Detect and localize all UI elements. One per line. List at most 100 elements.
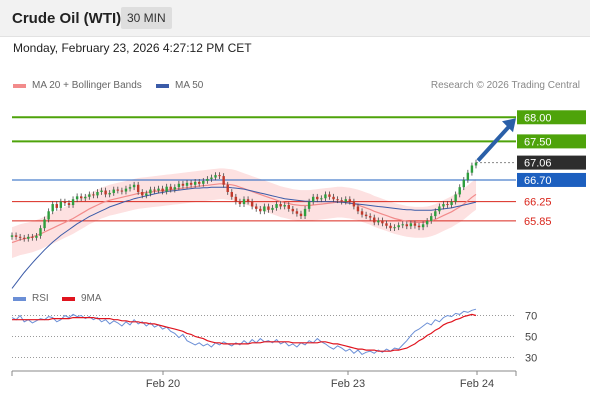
candle <box>177 183 181 188</box>
candle <box>23 237 26 239</box>
candle <box>173 187 177 190</box>
candle <box>181 183 185 186</box>
candle <box>136 184 140 192</box>
candle <box>250 201 254 207</box>
candle <box>470 165 474 173</box>
candle <box>446 204 449 206</box>
candle <box>368 216 372 218</box>
candle <box>462 179 465 188</box>
legend-ma50: MA 50 <box>156 80 203 91</box>
legend-rsi-ma: 9MA <box>62 293 102 304</box>
candle <box>364 214 368 217</box>
candle <box>474 162 478 166</box>
candle <box>27 236 30 239</box>
level-tag-66.70 <box>517 172 586 187</box>
candle <box>88 194 91 197</box>
candle <box>336 199 339 201</box>
candle <box>31 236 34 238</box>
candle <box>283 205 286 207</box>
candle <box>405 224 409 227</box>
legend-ma20: MA 20 + Bollinger Bands <box>13 80 142 91</box>
ma50-line <box>11 186 477 289</box>
candle <box>193 181 197 185</box>
candle <box>324 194 327 199</box>
level-label-67.50: 67.50 <box>524 136 552 148</box>
candle <box>466 172 470 180</box>
candle <box>430 216 433 221</box>
candle <box>316 196 319 200</box>
candle <box>311 196 315 202</box>
legend-ma50-label: MA 50 <box>175 80 204 91</box>
candle <box>198 181 201 184</box>
candle <box>100 190 103 192</box>
candle <box>210 177 213 179</box>
candle <box>299 213 303 217</box>
candle <box>255 206 258 209</box>
instrument-title: Crude Oil (WTI) <box>12 10 122 27</box>
candle <box>263 206 266 212</box>
x-tick-label: Feb 24 <box>460 378 494 390</box>
candle <box>43 219 46 229</box>
candle <box>10 235 14 237</box>
candle <box>340 200 343 202</box>
candle <box>271 207 274 210</box>
timeframe-badge[interactable]: 30 MIN <box>121 7 172 29</box>
candle <box>409 223 413 227</box>
candle <box>381 220 384 224</box>
rsi-tick-30: 30 <box>525 353 537 365</box>
level-label-66.25: 66.25 <box>524 197 552 209</box>
candle <box>116 189 120 191</box>
candle <box>104 190 107 195</box>
x-tick-label: Feb 20 <box>146 378 180 390</box>
candle <box>18 236 22 238</box>
candle <box>332 196 335 200</box>
candle <box>417 225 421 228</box>
level-tag-67.06 <box>517 155 586 170</box>
ma20-swatch <box>13 83 26 88</box>
candle <box>385 223 388 226</box>
legend-rsi-ma-label: 9MA <box>81 293 102 304</box>
candle <box>307 201 311 209</box>
candle <box>161 188 164 192</box>
candle <box>112 189 115 193</box>
candle <box>202 180 205 184</box>
candle <box>413 223 417 226</box>
ma50-swatch <box>156 83 169 88</box>
candle <box>222 176 225 185</box>
candle <box>425 220 429 225</box>
candle <box>328 194 331 197</box>
copyright-text: Research © 2026 Trading Central <box>430 80 580 91</box>
level-label-66.70: 66.70 <box>524 175 552 187</box>
candle <box>242 199 246 205</box>
rsi-ma-line <box>12 313 477 352</box>
candle <box>438 206 441 212</box>
candle <box>157 188 160 191</box>
candle <box>153 189 156 191</box>
candle <box>218 175 221 177</box>
candle <box>458 187 461 195</box>
rsi-tick-50: 50 <box>525 332 537 344</box>
candle <box>35 235 38 238</box>
candle <box>128 187 132 189</box>
candle <box>79 196 83 199</box>
candle <box>230 192 233 197</box>
candle <box>320 198 323 200</box>
candle <box>234 196 238 202</box>
candle <box>397 225 400 228</box>
chart-datetime: Monday, February 23, 2026 4:27:12 PM CET <box>13 41 252 55</box>
candle <box>214 175 217 178</box>
candle <box>14 235 18 237</box>
candle <box>120 190 124 192</box>
candle <box>96 192 99 196</box>
level-tag-68.00 <box>517 110 586 125</box>
candle <box>132 184 136 188</box>
forecast-arrow-head <box>502 118 516 133</box>
candle <box>226 184 229 192</box>
candle <box>454 194 457 202</box>
candle <box>442 204 445 207</box>
candle <box>84 196 87 199</box>
candle <box>295 211 299 214</box>
candle <box>63 201 67 204</box>
candle <box>141 192 144 196</box>
candle <box>55 204 58 208</box>
